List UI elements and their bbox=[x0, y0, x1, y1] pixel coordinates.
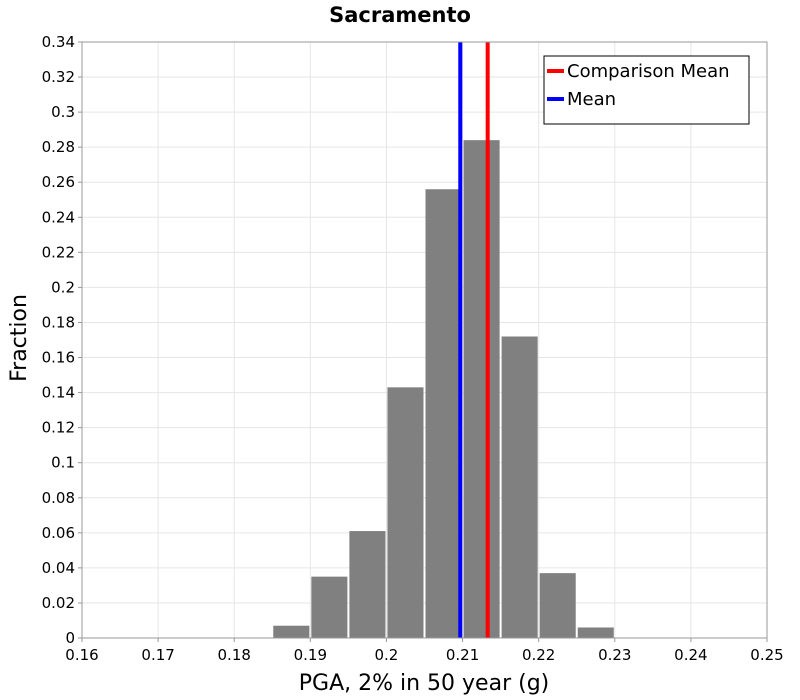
y-tick-label: 0.22 bbox=[42, 243, 75, 261]
grid bbox=[81, 41, 768, 639]
chart-title: Sacramento bbox=[329, 3, 471, 27]
y-tick-label: 0.1 bbox=[51, 454, 75, 472]
histogram-bar bbox=[273, 625, 310, 638]
y-tick-label: 0.32 bbox=[42, 68, 75, 86]
y-tick-label: 0.02 bbox=[42, 594, 75, 612]
y-axis-ticks: 0 0.02 0.04 0.06 0.08 0.1 0.12 0.14 0.16 0.18 0.2 0… bbox=[42, 33, 82, 647]
legend-box bbox=[543, 55, 750, 125]
y-tick-label: 0.16 bbox=[42, 349, 75, 367]
histogram-bar bbox=[387, 387, 424, 638]
x-tick-label: 0.18 bbox=[218, 646, 251, 664]
y-tick-label: 0.26 bbox=[42, 173, 75, 191]
y-tick-label: 0.2 bbox=[51, 278, 75, 296]
x-tick-label: 0.17 bbox=[141, 646, 174, 664]
histogram-bar bbox=[501, 336, 538, 638]
histogram-bar bbox=[311, 576, 348, 638]
y-axis-label: Fraction bbox=[7, 294, 32, 382]
y-tick-label: 0.12 bbox=[42, 419, 75, 437]
y-tick-label: 0.18 bbox=[42, 313, 75, 331]
y-tick-label: 0.04 bbox=[42, 559, 75, 577]
y-tick-label: 0.3 bbox=[51, 103, 75, 121]
mean-lines bbox=[458, 42, 490, 638]
legend-label: Comparison Mean bbox=[567, 61, 730, 82]
histogram-bar bbox=[425, 189, 462, 638]
y-tick-label: 0.34 bbox=[42, 33, 75, 51]
x-tick-label: 0.2 bbox=[375, 646, 399, 664]
x-axis-label: PGA, 2% in 50 year (g) bbox=[299, 671, 550, 696]
y-tick-label: 0.28 bbox=[42, 138, 75, 156]
x-tick-label: 0.19 bbox=[294, 646, 327, 664]
x-tick-label: 0.25 bbox=[750, 646, 783, 664]
x-tick-label: 0.16 bbox=[65, 646, 98, 664]
bars bbox=[273, 140, 614, 638]
x-tick-label: 0.22 bbox=[522, 646, 555, 664]
y-tick-label: 0.06 bbox=[42, 524, 75, 542]
x-tick-label: 0.23 bbox=[598, 646, 631, 664]
legend: Comparison Mean Mean bbox=[543, 55, 750, 125]
y-tick-label: 0.24 bbox=[42, 208, 75, 226]
histogram-bar bbox=[577, 627, 614, 638]
histogram-bar bbox=[349, 531, 386, 638]
legend-label: Mean bbox=[567, 89, 616, 110]
plot-frame bbox=[81, 41, 768, 639]
x-tick-label: 0.24 bbox=[674, 646, 707, 664]
x-axis-ticks: 0.16 0.17 0.18 0.19 0.2 0.21 0.22 0.23 0.24 0.25 bbox=[65, 638, 784, 664]
y-tick-label: 0.14 bbox=[42, 384, 75, 402]
histogram-bar bbox=[539, 573, 576, 638]
y-tick-label: 0 bbox=[65, 629, 75, 647]
histogram-bar bbox=[463, 140, 500, 638]
x-tick-label: 0.21 bbox=[446, 646, 479, 664]
y-tick-label: 0.08 bbox=[42, 489, 75, 507]
